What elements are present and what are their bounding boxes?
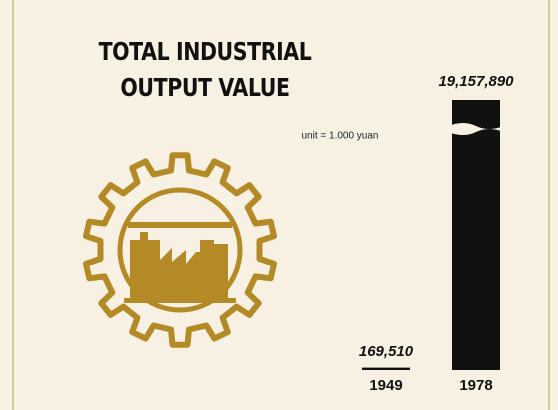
x-tick-label: 1978: [459, 377, 492, 394]
gear-outline: [83, 152, 277, 348]
unit-note: unit = 1.000 yuan: [301, 131, 378, 142]
value-label: 169,510: [359, 343, 414, 360]
value-label: 19,157,890: [438, 73, 514, 90]
gear-band: [128, 222, 232, 228]
gear-emblem: [83, 152, 277, 348]
factory-base: [124, 298, 236, 303]
factory: [130, 232, 228, 300]
bar: [452, 100, 500, 370]
axis-break: [448, 123, 504, 135]
bar: [362, 367, 410, 370]
gear-ring: [117, 187, 243, 313]
x-tick-label: 1949: [369, 377, 402, 394]
chart-title: TOTAL INDUSTRIAL OUTPUT VALUE: [98, 37, 312, 102]
